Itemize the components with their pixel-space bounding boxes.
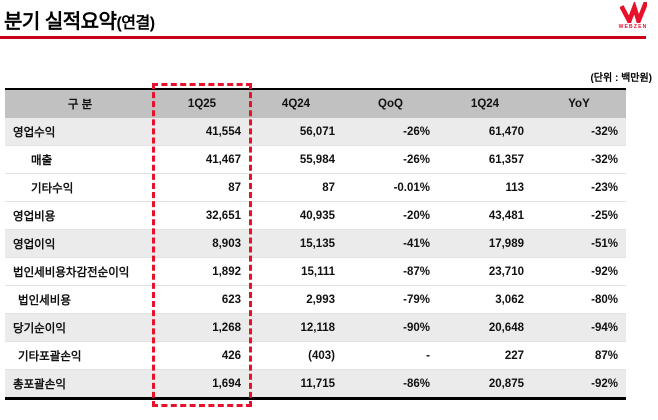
row-label: 영업이익 <box>5 229 155 258</box>
cell-value: 17,989 <box>438 229 532 258</box>
cell-value: -0.01% <box>343 173 438 202</box>
cell-value: 8,903 <box>155 229 249 258</box>
results-table: 구 분 1Q25 4Q24 QoQ 1Q24 YoY 영업수익 41,554 56,071 -2… <box>5 88 626 400</box>
row-label: 기타수익 <box>5 173 155 202</box>
cell-value: 623 <box>155 285 249 314</box>
cell-value: 15,111 <box>249 257 343 286</box>
row-label: 영업비용 <box>5 201 155 230</box>
table-row: 기타수익 87 87 -0.01% 113 -23% <box>5 173 626 202</box>
table-row: 법인세비용차감전순이익 1,892 15,111 -87% 23,710 -92% <box>5 257 626 286</box>
row-label: 매출 <box>5 145 155 174</box>
cell-value: - <box>343 341 438 370</box>
cell-value: 12,118 <box>249 313 343 342</box>
cell-value: 1,694 <box>155 369 249 399</box>
webzen-logo: WEBZEN <box>615 2 651 30</box>
cell-value: 227 <box>438 341 532 370</box>
row-label: 법인세비용 <box>5 285 155 314</box>
column-header-0: 구 분 <box>5 89 155 118</box>
row-label: 영업수익 <box>5 118 155 146</box>
cell-value: 40,935 <box>249 201 343 230</box>
column-header-2: 4Q24 <box>249 89 343 118</box>
cell-value: 87 <box>249 173 343 202</box>
column-header-4: 1Q24 <box>438 89 532 118</box>
column-header-1: 1Q25 <box>155 89 249 118</box>
cell-value: -80% <box>532 285 626 314</box>
table-header-row: 구 분 1Q25 4Q24 QoQ 1Q24 YoY <box>5 89 626 118</box>
page-title: 분기 실적요약(연결) <box>4 5 155 34</box>
cell-value: 41,467 <box>155 145 249 174</box>
row-label: 법인세비용차감전순이익 <box>5 257 155 286</box>
cell-value: -23% <box>532 173 626 202</box>
cell-value: 426 <box>155 341 249 370</box>
cell-value: 56,071 <box>249 118 343 146</box>
table-body: 영업수익 41,554 56,071 -26% 61,470 -32% 매출 41,467 55… <box>5 118 626 399</box>
cell-value: 32,651 <box>155 201 249 230</box>
table-row: 법인세비용 623 2,993 -79% 3,062 -80% <box>5 285 626 314</box>
cell-value: 20,875 <box>438 369 532 399</box>
cell-value: 23,710 <box>438 257 532 286</box>
table-row: 기타포괄손익 426 (403) -227 87% <box>5 341 626 370</box>
cell-value: 87% <box>532 341 626 370</box>
row-label: 총포괄손익 <box>5 369 155 399</box>
table-row: 매출 41,467 55,984 -26% 61,357 -32% <box>5 145 626 174</box>
cell-value: 15,135 <box>249 229 343 258</box>
cell-value: -86% <box>343 369 438 399</box>
cell-value: -94% <box>532 313 626 342</box>
cell-value: 61,357 <box>438 145 532 174</box>
cell-value: 1,892 <box>155 257 249 286</box>
cell-value: 3,062 <box>438 285 532 314</box>
row-label: 기타포괄손익 <box>5 341 155 370</box>
cell-value: -87% <box>343 257 438 286</box>
webzen-wordmark: WEBZEN <box>618 24 648 30</box>
column-header-3: QoQ <box>343 89 438 118</box>
cell-value: 113 <box>438 173 532 202</box>
cell-value: -92% <box>532 257 626 286</box>
unit-note: (단위 : 백만원) <box>590 73 652 84</box>
cell-value: 61,470 <box>438 118 532 146</box>
table-row: 총포괄손익 1,694 11,715 -86% 20,875 -92% <box>5 369 626 399</box>
row-label: 당기순이익 <box>5 313 155 342</box>
cell-value: 11,715 <box>249 369 343 399</box>
cell-value: 55,984 <box>249 145 343 174</box>
cell-value: -32% <box>532 145 626 174</box>
results-table-wrap: 구 분 1Q25 4Q24 QoQ 1Q24 YoY 영업수익 41,554 56,071 -2… <box>5 83 626 407</box>
cell-value: -41% <box>343 229 438 258</box>
cell-value: -79% <box>343 285 438 314</box>
page-title-paren: (연결) <box>116 15 155 32</box>
page-title-main: 분기 실적요약 <box>4 11 117 33</box>
table-row: 영업이익 8,903 15,135 -41% 17,989 -51% <box>5 229 626 258</box>
cell-value: -90% <box>343 313 438 342</box>
cell-value: 87 <box>155 173 249 202</box>
column-header-5: YoY <box>532 89 626 118</box>
cell-value: 41,554 <box>155 118 249 146</box>
cell-value: 2,993 <box>249 285 343 314</box>
webzen-w-icon <box>619 2 647 23</box>
table-row: 영업비용 32,651 40,935 -20% 43,481 -25% <box>5 201 626 230</box>
cell-value: 1,268 <box>155 313 249 342</box>
title-divider <box>0 36 646 39</box>
cell-value: (403) <box>249 341 343 370</box>
cell-value: 43,481 <box>438 201 532 230</box>
cell-value: -51% <box>532 229 626 258</box>
cell-value: -92% <box>532 369 626 399</box>
cell-value: -26% <box>343 145 438 174</box>
cell-value: -32% <box>532 118 626 146</box>
cell-value: 20,648 <box>438 313 532 342</box>
table-row: 영업수익 41,554 56,071 -26% 61,470 -32% <box>5 118 626 146</box>
cell-value: -25% <box>532 201 626 230</box>
cell-value: -26% <box>343 118 438 146</box>
cell-value: -20% <box>343 201 438 230</box>
table-row: 당기순이익 1,268 12,118 -90% 20,648 -94% <box>5 313 626 342</box>
